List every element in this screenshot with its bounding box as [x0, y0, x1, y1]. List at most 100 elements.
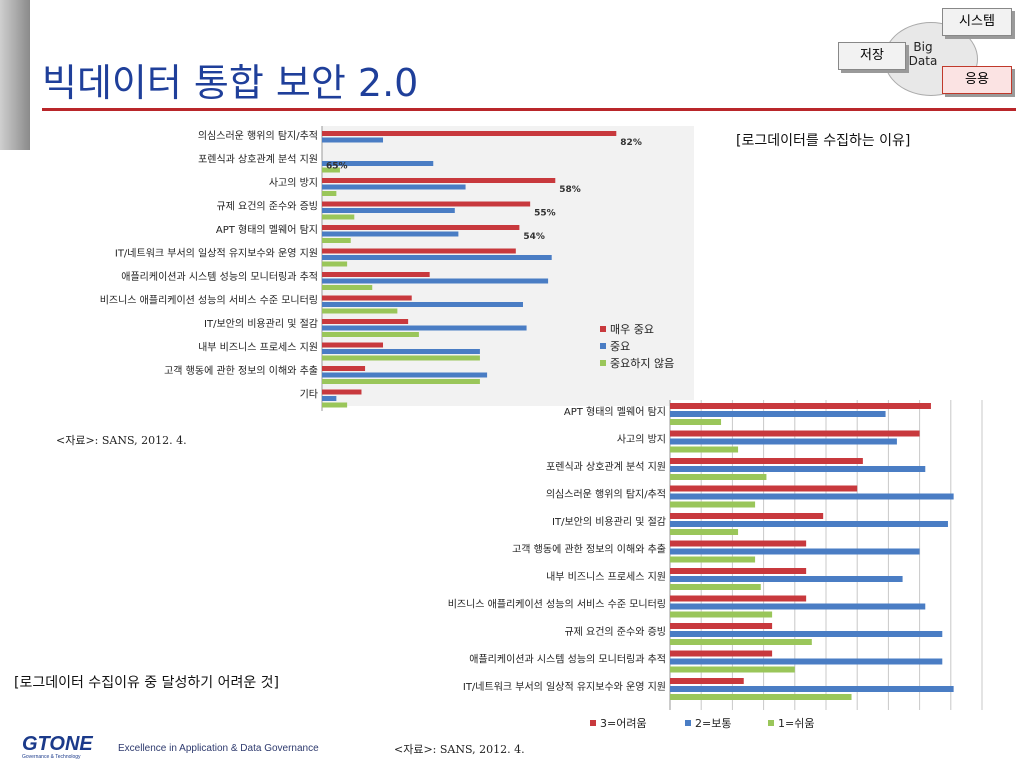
page-title: 빅데이터 통합 보안 2.0	[42, 61, 419, 105]
chart1-bar	[322, 272, 430, 277]
chart2-category-label: 고객 행동에 관한 정보의 이해와 추출	[512, 543, 666, 556]
chart2-bar	[670, 474, 767, 480]
chart2-bar	[670, 430, 920, 437]
chart1-bar	[322, 285, 373, 290]
chart1-legend-label: 중요하지 않음	[610, 356, 674, 370]
chart1-panel: 의심스러운 행위의 탐지/추적 82% 포렌식과 상호관계 분석 지원 65% 사고의 …	[40, 126, 700, 426]
chart1-bar	[322, 214, 355, 220]
chart1-source: <자료>: SANS, 2012. 4.	[56, 434, 187, 447]
chart1-bar	[322, 379, 480, 384]
chart2-bar	[670, 568, 807, 574]
chart2-category-label: 의심스러운 행위의 탐지/추적	[546, 488, 666, 501]
chart2-legend-label: 1=쉬움	[778, 717, 814, 730]
chart1-legend-label: 중요	[610, 340, 630, 353]
chart1-bar	[322, 137, 384, 143]
chart1-bar	[322, 396, 337, 401]
chart1-legend-swatch	[600, 326, 606, 332]
chart1-bar	[322, 231, 459, 237]
chart1-value-label: 82%	[620, 138, 642, 148]
chart1-bar	[322, 308, 398, 314]
chart1-svg: 의심스러운 행위의 탐지/추적 82% 포렌식과 상호관계 분석 지원 65% 사고의 …	[100, 126, 694, 411]
system-box: 시스템	[942, 8, 1012, 36]
chart2-category-label: APT 형태의 멜웨어 탐지	[564, 406, 666, 418]
chart1-bar	[322, 261, 348, 267]
chart2-bar	[670, 403, 931, 409]
chart1-category-label: IT/네트워크 부서의 일상적 유지보수와 운영 지원	[115, 247, 318, 260]
big-data-label: Big Data	[898, 40, 948, 68]
chart1-value-label: 54%	[523, 232, 545, 242]
chart2-bar	[670, 540, 807, 547]
chart1-bar	[322, 184, 466, 190]
chart2-caption: [로그데이터 수집이유 중 달성하기 어려운 것]	[14, 675, 280, 691]
chart2-bar	[670, 584, 761, 590]
chart2-bar	[670, 595, 807, 602]
chart1-bar	[322, 372, 488, 378]
chart2-bar	[670, 666, 795, 673]
chart1-bar	[322, 178, 556, 183]
chart2-bar	[670, 521, 948, 527]
chart1-bar	[322, 389, 362, 395]
chart2-bar	[670, 466, 926, 472]
chart2-category-label: 포렌식과 상호관계 분석 지원	[546, 461, 666, 473]
chart1-bar	[322, 366, 366, 371]
chart1-category-label: 규제 요건의 준수와 증빙	[216, 201, 318, 213]
chart1-legend-swatch	[600, 360, 606, 366]
side-accent-bar	[0, 0, 30, 150]
chart2-bar	[670, 556, 756, 563]
chart1-bar	[322, 295, 412, 301]
chart1-bar	[322, 349, 480, 354]
chart2-category-label: IT/보안의 비용관리 및 절감	[552, 515, 666, 528]
chart1-bar	[322, 161, 434, 166]
chart2-bar	[670, 529, 739, 535]
chart1-bar	[322, 255, 552, 260]
chart1-legend-label: 매우 중요	[610, 323, 654, 336]
chart2-bar	[670, 411, 886, 417]
chart2-legend-label: 2=보통	[695, 717, 731, 730]
chart1-bar	[322, 342, 384, 348]
chart2-legend-swatch	[768, 720, 774, 726]
chart1-category-label: 포렌식과 상호관계 분석 지원	[198, 154, 318, 166]
chart2-category-label: 애플리케이션과 시스템 성능의 모니터링과 추적	[469, 654, 666, 666]
chart2-bar	[670, 678, 744, 684]
chart2-bar	[670, 485, 858, 492]
chart2-bar	[670, 639, 812, 645]
chart2-bar	[670, 438, 897, 445]
big-data-line2: Data	[908, 54, 938, 68]
chart1-bar	[322, 248, 516, 254]
chart2-bar	[670, 458, 863, 464]
chart2-bar	[670, 623, 773, 629]
chart1-bar	[322, 208, 455, 213]
footer-tagline: Excellence in Application & Data Governa…	[118, 743, 319, 754]
chart1-category-label: 사고의 방지	[269, 177, 318, 189]
chart2-bar	[670, 576, 903, 582]
chart1-category-label: APT 형태의 멜웨어 탐지	[216, 224, 318, 236]
chart2-bar	[670, 513, 824, 519]
chart2-source: <자료>: SANS, 2012. 4.	[394, 743, 525, 756]
big-data-diagram: Big Data 저장 시스템 응용	[836, 6, 1020, 102]
gtone-logo: GTONE Governance & Technology	[22, 734, 104, 760]
chart1-caption: [로그데이터를 수집하는 이유]	[736, 133, 911, 149]
chart1-bar	[322, 319, 409, 324]
chart1-bar	[322, 355, 480, 361]
chart2-bar	[670, 446, 739, 453]
chart1-bar	[322, 278, 549, 284]
chart2-category-label: 사고의 방지	[617, 434, 666, 446]
chart1-category-label: 기타	[300, 389, 318, 401]
chart1-category-label: IT/보안의 비용관리 및 절감	[204, 317, 318, 330]
chart2-category-label: 비즈니스 애플리케이션 성능의 서비스 수준 모니터링	[448, 599, 666, 611]
chart1-bar	[322, 302, 523, 307]
chart2-legend-label: 3=어려움	[600, 717, 647, 730]
chart2-bar	[670, 493, 954, 500]
chart2-bar	[670, 650, 773, 657]
chart2-bar	[670, 501, 756, 508]
chart1-value-label: 55%	[534, 209, 556, 219]
chart1-category-label: 내부 비즈니스 프로세스 지원	[198, 342, 318, 354]
chart1-category-label: 비즈니스 애플리케이션 성능의 서비스 수준 모니터링	[100, 295, 318, 307]
chart2-category-label: 내부 비즈니스 프로세스 지원	[546, 571, 666, 583]
chart2-bar	[670, 694, 852, 700]
chart2-bar	[670, 611, 773, 618]
